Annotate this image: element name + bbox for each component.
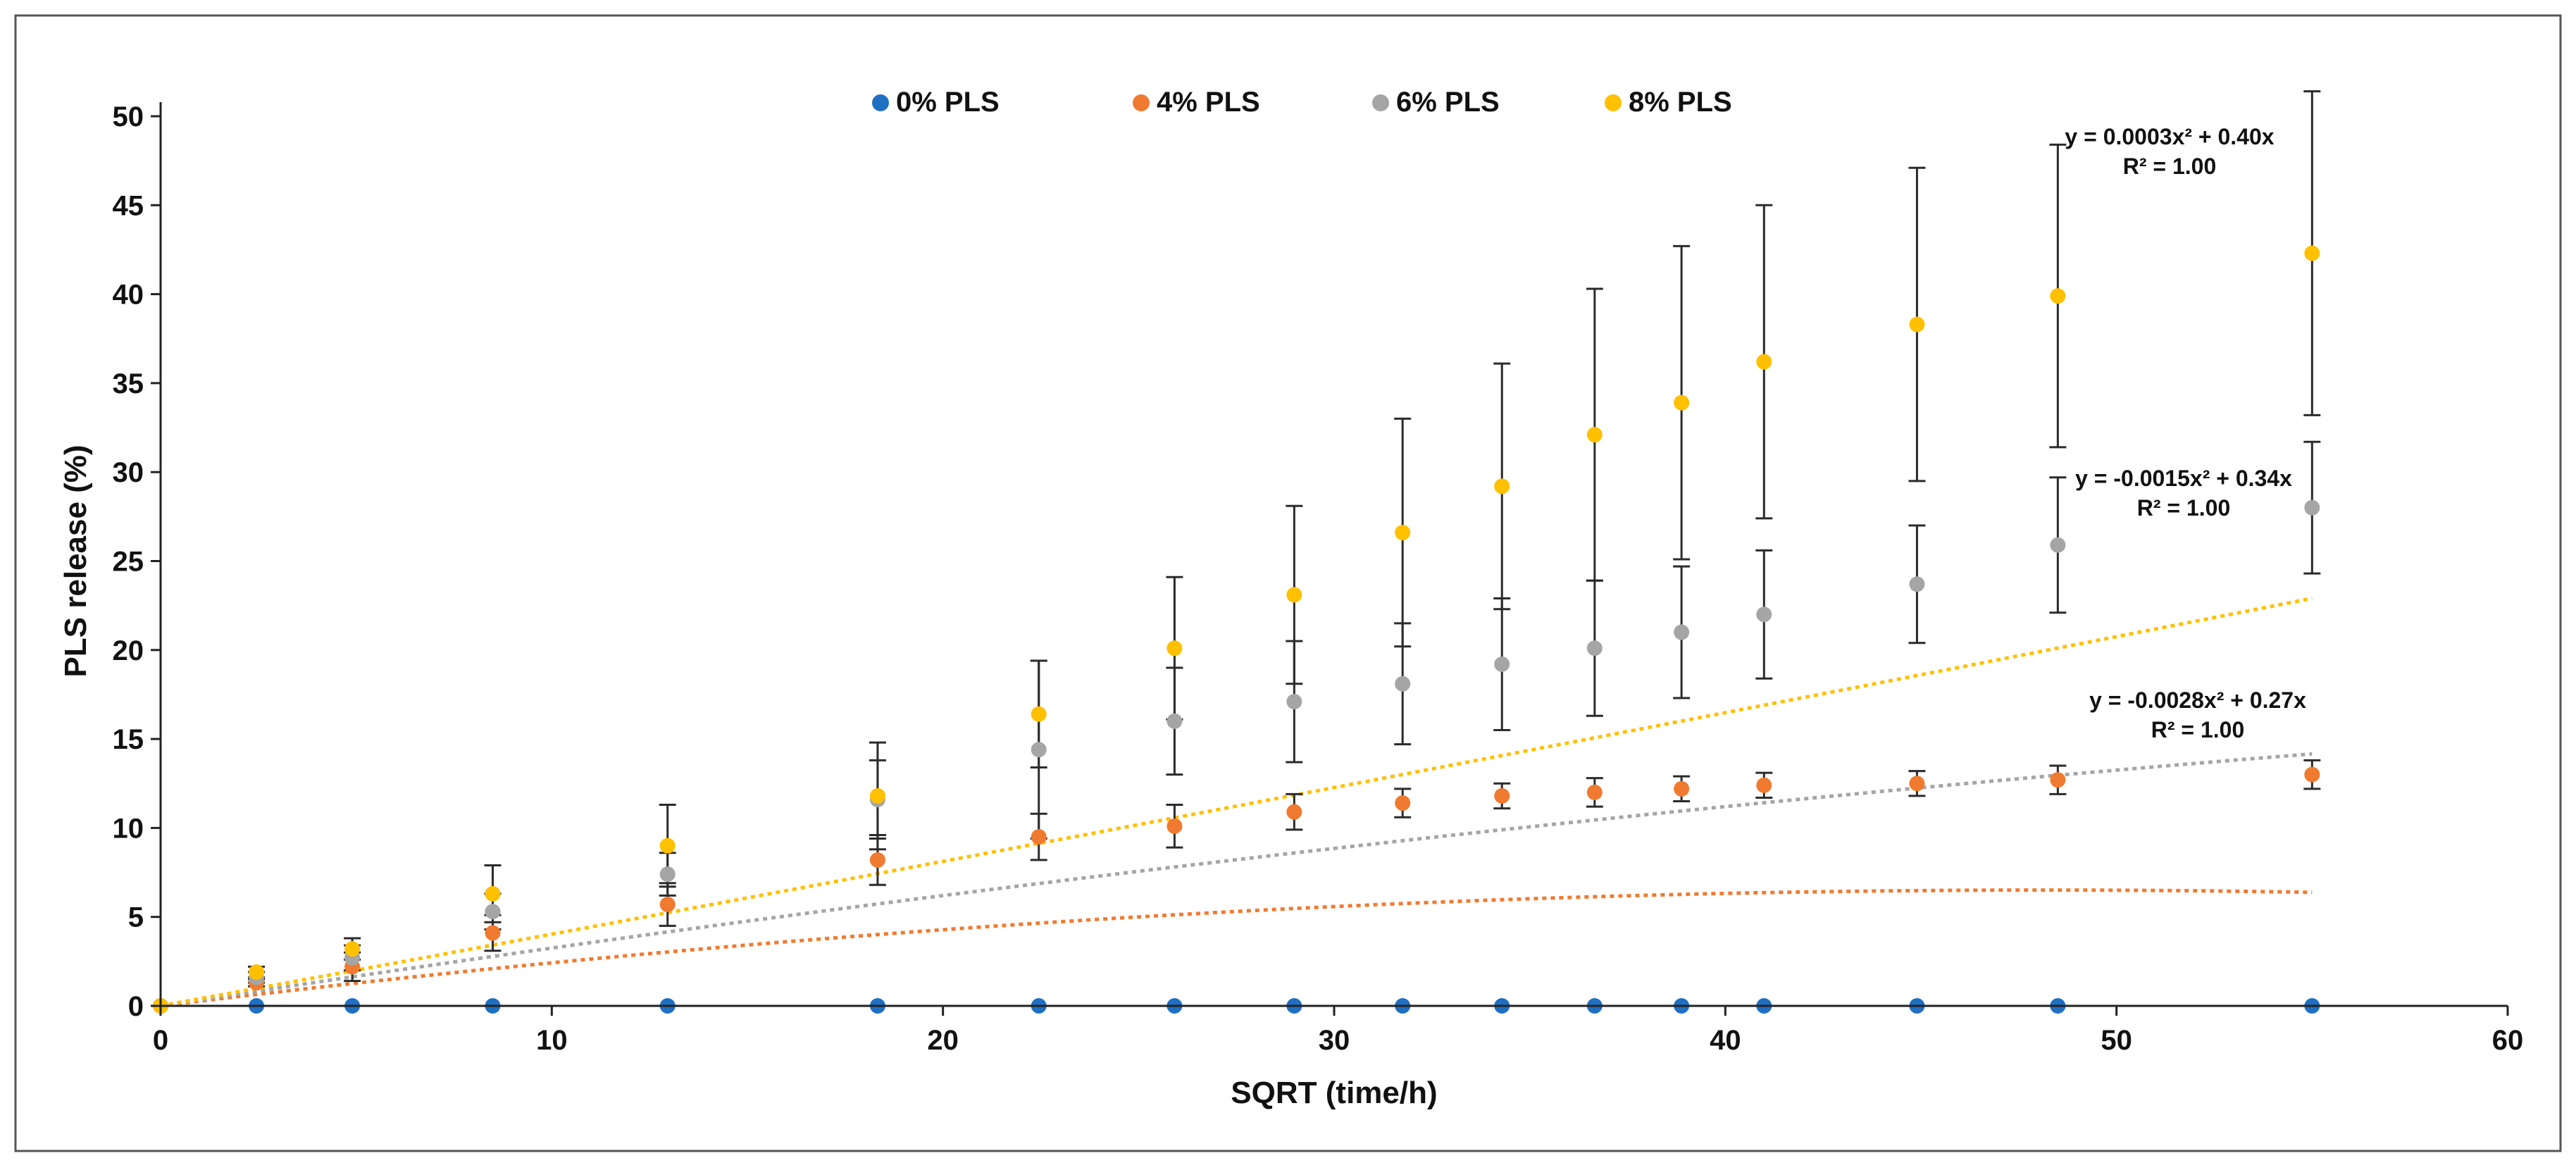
x-axis-title: SQRT (time/h) [1231,1076,1437,1110]
y-axis-title: PLS release (%) [58,444,93,677]
data-point-4-pls [485,925,501,941]
trendline-6-pls [160,752,2313,1008]
data-point-6-pls [1586,640,1603,656]
legend-marker [1605,94,1622,111]
trendline-r-squared: R² = 1.00 [2123,154,2217,179]
data-point-8-pls [1674,394,1690,411]
data-point-8-pls [659,838,676,854]
data-point-8-pls [1756,354,1772,370]
data-point-6-pls [1166,713,1183,729]
data-point-8-pls [1494,478,1510,494]
legend-label: 0% PLS [896,87,1000,118]
trendline-equation: y = -0.0028x² + 0.27x [2089,687,2306,713]
y-tick-label: 5 [128,902,144,933]
data-point-4-pls [1674,780,1690,797]
data-point-4-pls [1395,795,1411,811]
y-tick-label: 15 [113,724,144,755]
data-point-4-pls [2050,772,2066,788]
data-point-4-pls [659,897,676,913]
data-point-6-pls [1286,694,1302,710]
data-point-4-pls [1166,818,1183,834]
x-tick-label: 40 [1710,1025,1741,1056]
legend-label: 8% PLS [1629,87,1732,118]
data-point-6-pls [2050,537,2066,553]
y-tick-label: 0 [128,991,144,1022]
chart-border [14,14,2562,1152]
x-tick-label: 20 [927,1025,959,1056]
x-tick-label: 30 [1319,1025,1350,1056]
data-point-6-pls [1395,676,1411,692]
trendline-8-pls [160,596,2313,1008]
data-point-8-pls [1031,706,1047,722]
legend-label: 6% PLS [1396,87,1500,118]
data-point-8-pls [1586,427,1603,443]
data-point-4-pls [1586,784,1603,800]
trendline-equation: y = 0.0003x² + 0.40x [2065,124,2274,149]
data-point-8-pls [485,885,501,902]
x-tick-label: 10 [536,1025,568,1056]
data-point-4-pls [1286,804,1302,820]
data-point-8-pls [1286,587,1302,603]
data-point-8-pls [2304,245,2320,261]
data-point-4-pls [1494,788,1510,804]
data-point-4-pls [1031,829,1047,845]
y-tick-label: 30 [113,457,144,488]
legend-marker [1133,94,1150,111]
y-tick-label: 50 [113,101,144,132]
trendline-equation: y = -0.0015x² + 0.34x [2075,466,2292,491]
data-point-6-pls [1756,606,1772,623]
data-point-6-pls [1031,742,1047,758]
x-tick-label: 60 [2492,1025,2524,1056]
trendline-r-squared: R² = 1.00 [2137,495,2231,521]
data-point-4-pls [1909,776,1925,792]
data-point-6-pls [1909,576,1925,592]
data-point-4-pls [2304,766,2320,783]
data-point-8-pls [1909,316,1925,332]
data-point-8-pls [1395,525,1411,541]
legend-marker [1372,94,1389,111]
y-tick-label: 20 [113,635,144,666]
y-tick-label: 40 [113,280,144,311]
data-point-6-pls [1494,656,1510,673]
y-tick-label: 45 [113,190,144,221]
legend-label: 4% PLS [1157,87,1260,118]
data-point-8-pls [2050,288,2066,304]
data-point-8-pls [249,964,265,981]
data-point-4-pls [869,852,885,868]
legend-marker [872,94,889,111]
x-tick-label: 0 [153,1025,168,1056]
y-tick-label: 35 [113,368,144,399]
y-tick-label: 10 [113,813,144,844]
data-point-4-pls [1756,777,1772,793]
data-point-6-pls [2304,499,2320,516]
data-point-8-pls [1166,640,1183,656]
data-point-8-pls [869,788,885,804]
data-point-6-pls [659,866,676,883]
data-point-6-pls [1674,624,1690,640]
y-tick-label: 25 [113,547,144,578]
data-point-8-pls [344,941,361,957]
trendline-r-squared: R² = 1.00 [2151,717,2245,742]
x-tick-label: 50 [2101,1025,2132,1056]
data-point-6-pls [485,904,501,920]
